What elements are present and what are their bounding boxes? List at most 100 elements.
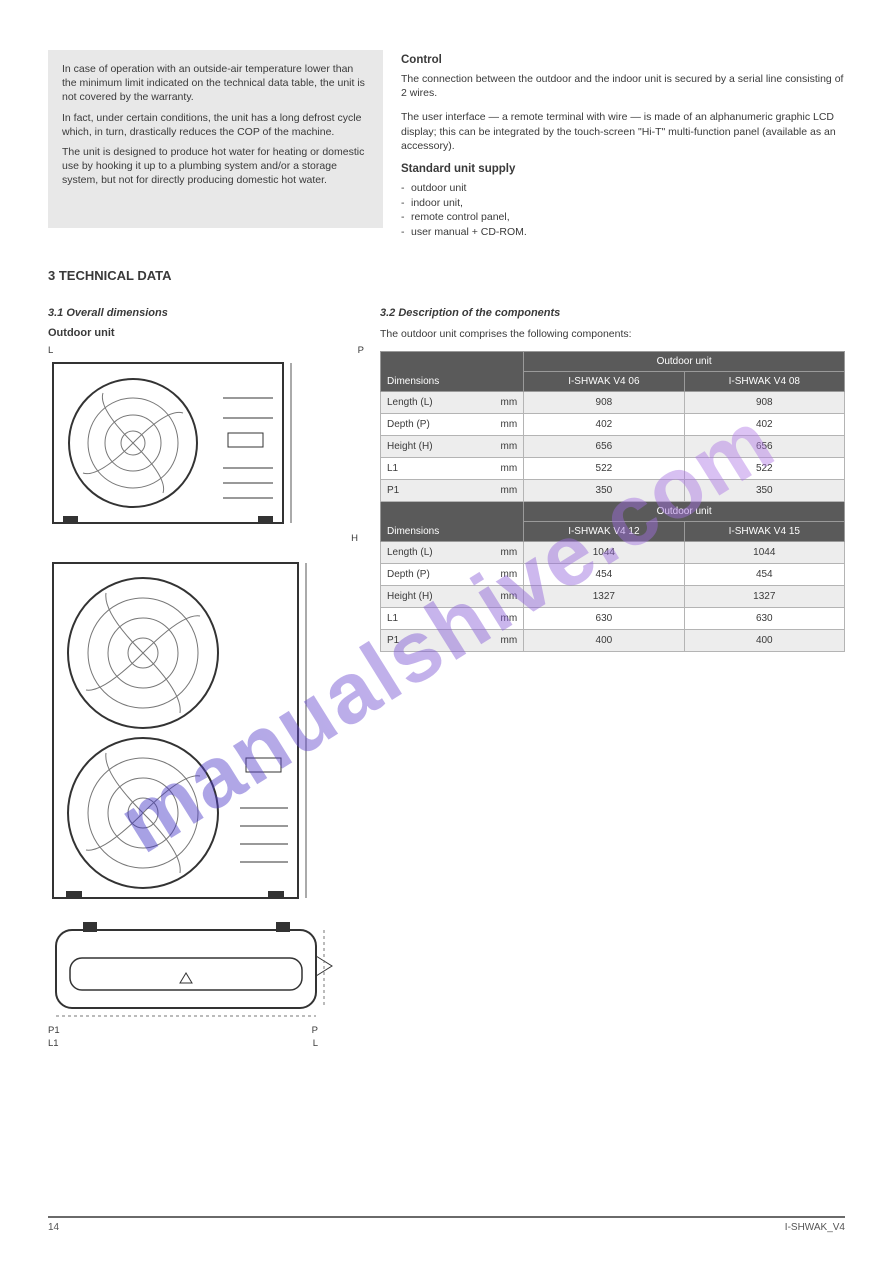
top-view-diagram: P1 P L1 L [48, 918, 364, 1049]
cell-unit: mm [501, 591, 518, 602]
cell-label: Length (L) [387, 397, 433, 408]
th-model: I-SHWAK V4 06 [524, 371, 684, 391]
list-item: remote control panel, [401, 210, 845, 225]
cell-label: P1 [387, 485, 399, 496]
table-row: L1 mm 630630 [381, 607, 845, 629]
list-item: indoor unit, [401, 196, 845, 211]
cell-val: 402 [684, 413, 844, 435]
table-row: Depth (P) mm 454454 [381, 563, 845, 585]
dim-l: L [313, 1038, 318, 1049]
th-model: I-SHWAK V4 08 [684, 371, 844, 391]
cell-unit: mm [501, 613, 518, 624]
unit-topview-icon [48, 918, 338, 1023]
dim-p: P [358, 345, 364, 356]
outdoor-unit-small-diagram: L P [48, 345, 364, 544]
cell-unit: mm [501, 397, 518, 408]
components-heading: 3.2 Description of the components [380, 307, 845, 319]
unit-small-icon [48, 358, 298, 533]
page-container: In case of operation with an outside-air… [0, 0, 893, 1051]
dim-l: L [48, 345, 53, 356]
cell-val: 630 [684, 607, 844, 629]
list-item: outdoor unit [401, 181, 845, 196]
cell-val: 656 [684, 435, 844, 457]
table-row: L1 mm 522522 [381, 457, 845, 479]
cell-val: 908 [524, 391, 684, 413]
dim-p: P [312, 1025, 318, 1036]
cell-unit: mm [501, 485, 518, 496]
tech-data-title: 3 TECHNICAL DATA [48, 268, 845, 283]
th-outdoor: Outdoor unit [524, 351, 845, 371]
dim-h: H [48, 533, 364, 544]
table-column: 3.2 Description of the components The ou… [380, 295, 845, 652]
control-para: The user interface — a remote terminal w… [401, 110, 845, 153]
table-row: Height (H) mm656656 [381, 435, 845, 457]
lower-row: 3.1 Overall dimensions Outdoor unit L P [48, 295, 845, 1051]
dim-l1: L1 [48, 1038, 59, 1049]
header-row: In case of operation with an outside-air… [48, 50, 845, 250]
note-box: In case of operation with an outside-air… [48, 50, 383, 228]
cell-val: 1044 [524, 541, 684, 563]
table-row: P1 mm 350350 [381, 479, 845, 501]
th-dimensions: Dimensions [381, 501, 524, 541]
cell-unit: mm [501, 547, 518, 558]
cell-val: 1044 [684, 541, 844, 563]
cell-val: 350 [684, 479, 844, 501]
dimensions-table: Dimensions Outdoor unit I-SHWAK V4 06 I-… [380, 351, 845, 652]
dim-row: L P [48, 345, 364, 356]
table-row: Height (H) mm 13271327 [381, 585, 845, 607]
components-para: The outdoor unit comprises the following… [380, 327, 845, 341]
cell-label: Length (L) [387, 547, 433, 558]
cell-unit: mm [501, 441, 518, 452]
cell-val: 908 [684, 391, 844, 413]
cell-val: 522 [524, 457, 684, 479]
note-line: The unit is designed to produce hot wate… [62, 145, 369, 188]
cell-label: Depth (P) [387, 569, 430, 580]
control-heading: Control [401, 54, 845, 66]
cell-val: 400 [524, 629, 684, 651]
control-para: The connection between the outdoor and t… [401, 72, 845, 100]
table-row: Length (L) mm 908908 [381, 391, 845, 413]
supply-list: outdoor unit indoor unit, remote control… [401, 181, 845, 240]
cell-label: P1 [387, 635, 399, 646]
cell-val: 454 [524, 563, 684, 585]
th-model: I-SHWAK V4 12 [524, 521, 684, 541]
cell-val: 522 [684, 457, 844, 479]
cell-unit: mm [501, 463, 518, 474]
page-number: 14 [48, 1222, 59, 1233]
outdoor-heading: Outdoor unit [48, 327, 364, 339]
cell-val: 350 [524, 479, 684, 501]
cell-val: 400 [684, 629, 844, 651]
cell-unit: mm [501, 419, 518, 430]
cell-unit: mm [501, 569, 518, 580]
dims-heading: 3.1 Overall dimensions [48, 307, 364, 319]
cell-val: 630 [524, 607, 684, 629]
cell-val: 402 [524, 413, 684, 435]
note-line: In case of operation with an outside-air… [62, 62, 369, 105]
dim-row: P1 P [48, 1025, 318, 1036]
control-section: Control The connection between the outdo… [401, 50, 845, 250]
cell-label: L1 [387, 463, 398, 474]
cell-unit: mm [501, 635, 518, 646]
cell-val: 454 [684, 563, 844, 585]
th-dimensions: Dimensions [381, 351, 524, 391]
table-row: P1 mm 400400 [381, 629, 845, 651]
dim-p1: P1 [48, 1025, 60, 1036]
table-row: Length (L) mm 10441044 [381, 541, 845, 563]
th-model: I-SHWAK V4 15 [684, 521, 844, 541]
supply-heading: Standard unit supply [401, 163, 845, 175]
unit-large-icon [48, 558, 318, 908]
list-item: user manual + CD-ROM. [401, 225, 845, 240]
cell-label: L1 [387, 613, 398, 624]
cell-val: 656 [524, 435, 684, 457]
cell-val: 1327 [524, 585, 684, 607]
note-line: In fact, under certain conditions, the u… [62, 111, 369, 139]
cell-val: 1327 [684, 585, 844, 607]
table-head-row: Dimensions Outdoor unit [381, 501, 845, 521]
outdoor-unit-large-diagram [48, 558, 364, 908]
footer-title: I-SHWAK_V4 [785, 1222, 845, 1233]
cell-label: Depth (P) [387, 419, 430, 430]
page-footer: 14 I-SHWAK_V4 [48, 1216, 845, 1233]
th-outdoor: Outdoor unit [524, 501, 845, 521]
cell-label: Height (H) [387, 591, 433, 602]
dim-row: L1 L [48, 1038, 318, 1049]
